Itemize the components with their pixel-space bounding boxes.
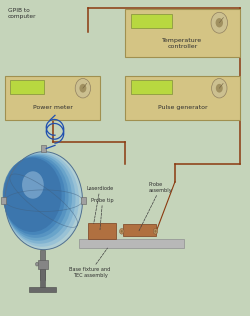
FancyBboxPatch shape (125, 9, 240, 57)
Bar (81, 197, 86, 204)
Text: Probe
assembly: Probe assembly (139, 182, 172, 231)
Circle shape (3, 158, 62, 232)
FancyBboxPatch shape (125, 76, 240, 120)
Circle shape (4, 154, 76, 244)
Text: Pulse generator: Pulse generator (158, 105, 207, 110)
Text: Power meter: Power meter (32, 105, 72, 110)
Bar (1, 197, 6, 204)
Circle shape (216, 84, 223, 93)
FancyBboxPatch shape (5, 76, 100, 120)
Circle shape (216, 18, 223, 27)
Circle shape (3, 157, 65, 235)
Circle shape (121, 230, 123, 233)
Text: GPIB to
computer: GPIB to computer (8, 8, 36, 19)
FancyBboxPatch shape (38, 260, 48, 269)
Bar (41, 145, 46, 152)
Circle shape (22, 171, 44, 199)
Circle shape (80, 84, 86, 93)
FancyBboxPatch shape (88, 223, 116, 239)
Text: Base fixture and
TEC assembly: Base fixture and TEC assembly (70, 248, 110, 278)
Text: Temperature
controller: Temperature controller (162, 38, 202, 49)
Bar (40, 250, 44, 280)
FancyBboxPatch shape (131, 14, 172, 28)
Circle shape (154, 230, 156, 233)
Bar (40, 269, 44, 288)
Circle shape (120, 228, 124, 234)
Text: Probe tip: Probe tip (91, 198, 114, 230)
Circle shape (36, 262, 38, 266)
Circle shape (4, 153, 79, 247)
Circle shape (4, 155, 72, 241)
Circle shape (212, 78, 227, 98)
Circle shape (5, 152, 82, 250)
Circle shape (75, 78, 90, 98)
FancyBboxPatch shape (122, 224, 156, 236)
Circle shape (211, 12, 228, 33)
Circle shape (4, 155, 68, 238)
Bar (79, 239, 184, 248)
FancyBboxPatch shape (10, 80, 44, 94)
Bar (29, 287, 56, 292)
Text: Laserdiode: Laserdiode (86, 186, 114, 223)
Circle shape (153, 228, 158, 234)
FancyBboxPatch shape (131, 80, 172, 94)
